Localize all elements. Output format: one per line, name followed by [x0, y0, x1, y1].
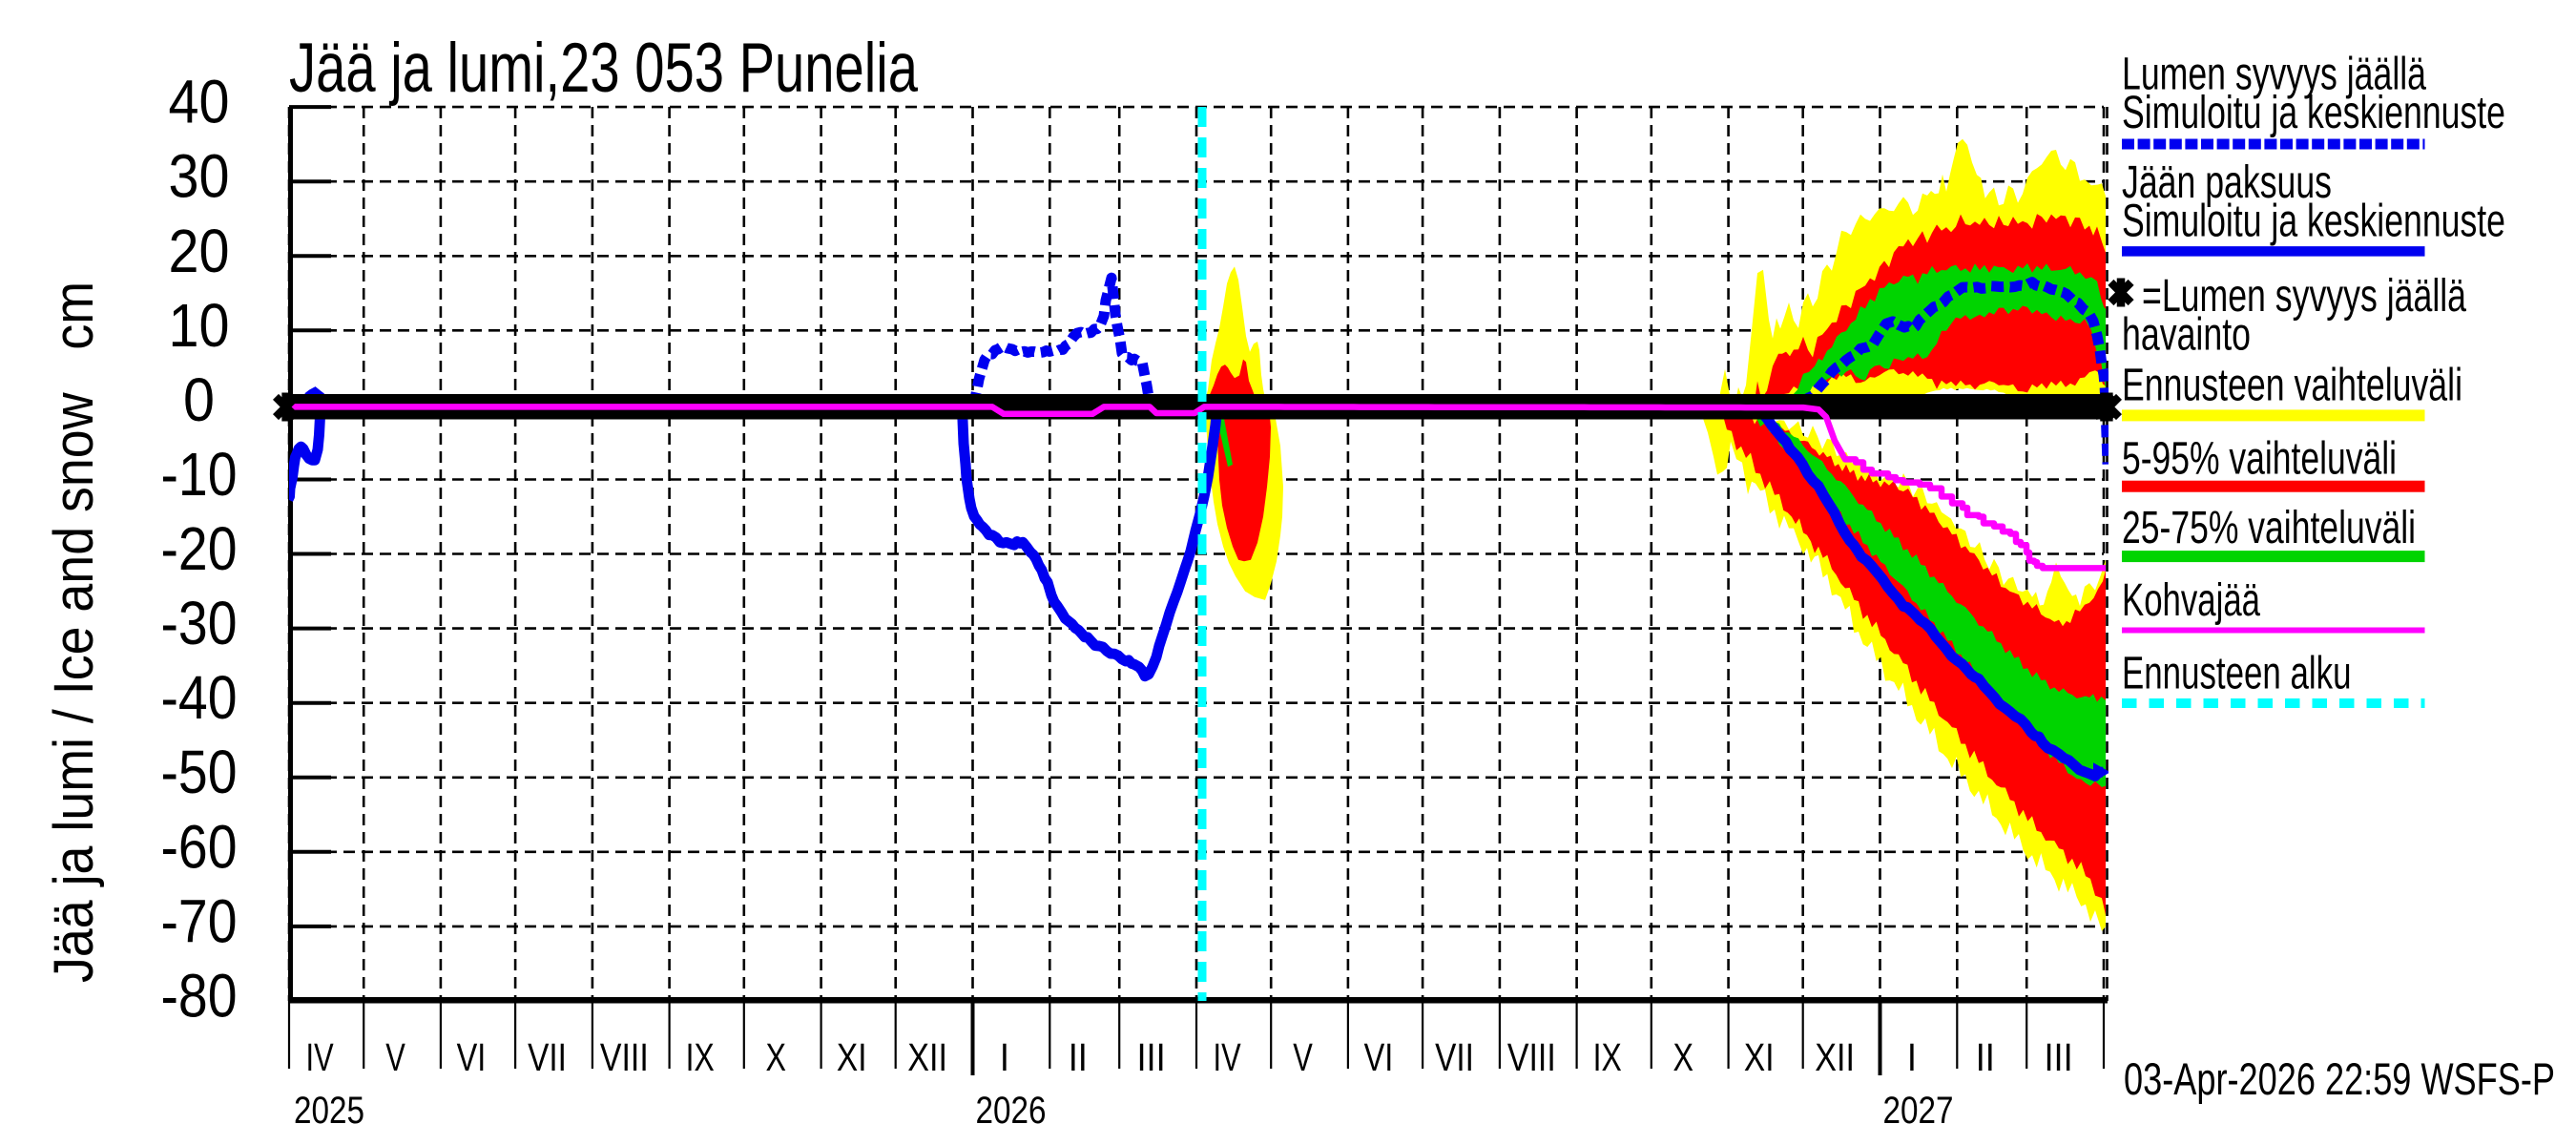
svg-text:-50: -50: [161, 738, 238, 806]
svg-text:V: V: [1293, 1035, 1313, 1079]
svg-text:-10: -10: [161, 440, 238, 509]
svg-text:40: 40: [169, 68, 230, 136]
svg-text:Simuloitu ja keskiennuste: Simuloitu ja keskiennuste: [2122, 88, 2505, 138]
svg-text:5-95% vaihteluväli: 5-95% vaihteluväli: [2122, 433, 2397, 484]
svg-text:VI: VI: [457, 1035, 487, 1079]
svg-text:-60: -60: [161, 812, 238, 881]
svg-text:XII: XII: [1815, 1035, 1855, 1079]
svg-text:Jää ja lumi / Ice and snow c: Jää ja lumi / Ice and snow cm: [43, 281, 105, 983]
svg-text:havainto: havainto: [2122, 310, 2251, 361]
svg-text:-40: -40: [161, 663, 238, 732]
svg-text:0: 0: [183, 365, 215, 434]
svg-text:25-75% vaihteluväli: 25-75% vaihteluväli: [2122, 503, 2416, 553]
svg-text:Kohvajää: Kohvajää: [2122, 575, 2260, 626]
svg-text:-80: -80: [161, 962, 238, 1030]
svg-text:Simuloitu ja keskiennuste: Simuloitu ja keskiennuste: [2122, 197, 2505, 247]
svg-text:20: 20: [169, 217, 230, 285]
svg-text:-70: -70: [161, 886, 238, 955]
svg-text:=Lumen syvyys jäällä: =Lumen syvyys jäällä: [2142, 271, 2466, 322]
svg-text:IX: IX: [1593, 1035, 1622, 1079]
svg-text:XII: XII: [907, 1035, 947, 1079]
svg-text:X: X: [765, 1035, 786, 1079]
svg-text:VI: VI: [1364, 1035, 1394, 1079]
svg-text:III: III: [1136, 1035, 1165, 1079]
svg-text:IV: IV: [306, 1035, 335, 1079]
svg-text:Ennusteen alku: Ennusteen alku: [2122, 648, 2352, 698]
svg-text:VII: VII: [1435, 1035, 1474, 1079]
svg-text:VII: VII: [528, 1035, 567, 1079]
svg-text:II: II: [1069, 1035, 1088, 1079]
svg-text:VIII: VIII: [600, 1035, 649, 1079]
svg-text:2026: 2026: [976, 1090, 1047, 1132]
svg-text:IX: IX: [686, 1035, 715, 1079]
svg-text:-20: -20: [161, 514, 238, 583]
svg-text:I: I: [1907, 1035, 1917, 1079]
svg-text:XI: XI: [837, 1035, 867, 1079]
svg-text:2025: 2025: [294, 1090, 364, 1132]
svg-text:Jään paksuus: Jään paksuus: [2122, 157, 2332, 208]
svg-text:03-Apr-2026 22:59 WSFS-P: 03-Apr-2026 22:59 WSFS-P: [2124, 1053, 2555, 1104]
svg-text:VIII: VIII: [1507, 1035, 1556, 1079]
svg-text:II: II: [1976, 1035, 1995, 1079]
svg-text:I: I: [1000, 1035, 1009, 1079]
svg-text:Lumen syvyys jäällä: Lumen syvyys jäällä: [2122, 50, 2426, 100]
svg-text:IV: IV: [1214, 1035, 1242, 1079]
svg-text:-30: -30: [161, 589, 238, 657]
svg-text:III: III: [2044, 1035, 2072, 1079]
svg-text:2027: 2027: [1883, 1090, 1954, 1132]
svg-text:V: V: [385, 1035, 405, 1079]
svg-text:X: X: [1672, 1035, 1693, 1079]
svg-text:10: 10: [169, 291, 230, 360]
svg-text:Jää ja lumi,23 053 Punelia: Jää ja lumi,23 053 Punelia: [289, 30, 918, 107]
svg-text:XI: XI: [1744, 1035, 1775, 1079]
svg-text:30: 30: [169, 142, 230, 211]
svg-text:Ennusteen vaihteluväli: Ennusteen vaihteluväli: [2122, 360, 2462, 410]
